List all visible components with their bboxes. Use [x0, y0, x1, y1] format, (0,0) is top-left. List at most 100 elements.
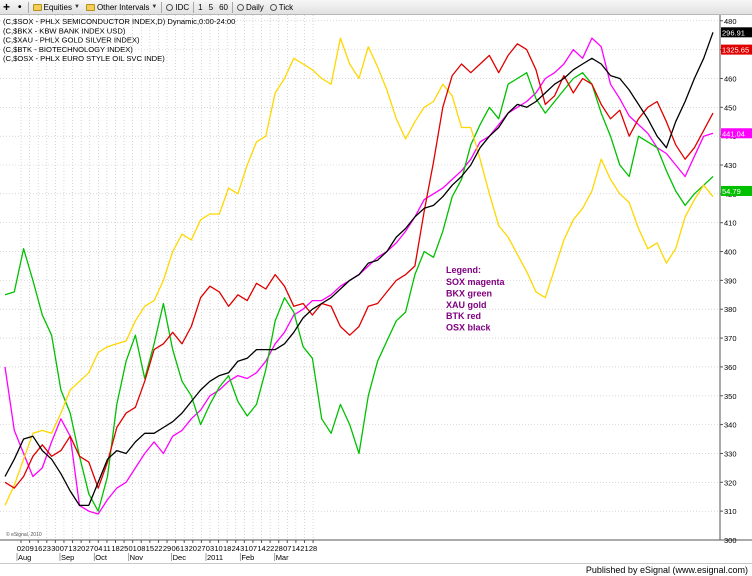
- time-axis-label: 18: [111, 544, 119, 553]
- time-axis-label: 13: [180, 544, 188, 553]
- legend-entry: XAU gold: [446, 300, 487, 310]
- pin-icon-button[interactable]: •: [15, 0, 27, 15]
- chart-header-line: (C,$BTK - BIOTECHNOLOGY INDEX): [3, 45, 133, 54]
- time-axis-label: 03: [206, 544, 214, 553]
- price-axis-label: 340: [724, 421, 737, 430]
- time-axis-label: 30: [51, 544, 59, 553]
- last-value-label: 296.91: [722, 28, 745, 37]
- tick-button[interactable]: Tick: [267, 0, 296, 15]
- price-axis-label: 360: [724, 363, 737, 372]
- price-axis-label: 300: [724, 536, 737, 545]
- month-label: 2011: [207, 553, 223, 562]
- idc-button[interactable]: IDC: [163, 0, 192, 15]
- time-axis-label: 31: [240, 544, 248, 553]
- daily-button[interactable]: Daily: [234, 0, 267, 15]
- equities-menu[interactable]: Equities ▼: [30, 0, 83, 15]
- time-axis-label: 13: [68, 544, 76, 553]
- interval-1-button-label: 1: [198, 2, 203, 12]
- toolbar-separator: [27, 1, 29, 13]
- equities-menu-label: Equities: [43, 2, 72, 12]
- time-axis-label: 21: [300, 544, 308, 553]
- time-axis-label: 18: [223, 544, 231, 553]
- pin-icon: •: [18, 1, 22, 13]
- price-chart: (C,$SOX - PHLX SEMICONDUCTOR INDEX,D) Dy…: [0, 15, 752, 562]
- last-value-box: [721, 128, 752, 139]
- folder-icon: [85, 3, 95, 11]
- idc-button-label: IDC: [175, 2, 190, 12]
- legend-title: Legend:: [446, 265, 481, 275]
- month-label: Sep: [61, 553, 74, 562]
- series-line-xau: [4, 37, 714, 506]
- price-axis-label: 480: [724, 17, 737, 26]
- legend-entry: OSX black: [446, 323, 492, 333]
- price-axis-label: 350: [724, 392, 737, 401]
- price-axis-background: [720, 15, 752, 540]
- other-intervals-menu-label: Other Intervals: [96, 2, 150, 12]
- chart-header-line: (C,$SOX - PHLX SEMICONDUCTOR INDEX,D) Dy…: [3, 17, 235, 26]
- last-value-label: 1325.65: [722, 46, 749, 55]
- chart-header: (C,$SOX - PHLX SEMICONDUCTOR INDEX,D) Dy…: [3, 17, 235, 63]
- time-axis-label: 09: [25, 544, 33, 553]
- footer: Published by eSignal (www.esignal.com): [0, 563, 752, 576]
- time-axis-label: 06: [171, 544, 179, 553]
- time-axis-label: 14: [257, 544, 265, 553]
- time-axis-label: 04: [94, 544, 102, 553]
- last-value-label: 441.04: [722, 129, 745, 138]
- price-axis-label: 330: [724, 449, 737, 458]
- clock-icon: [236, 3, 244, 11]
- add-icon: +: [3, 0, 11, 14]
- time-axis-label: 23: [43, 544, 51, 553]
- price-axis-label: 410: [724, 219, 737, 228]
- other-intervals-menu[interactable]: Other Intervals ▼: [83, 0, 160, 15]
- price-axis-label: 380: [724, 305, 737, 314]
- time-axis-label: 07: [283, 544, 291, 553]
- series-lines: [4, 32, 714, 515]
- time-axis-label: 16: [34, 544, 42, 553]
- month-label: Oct: [95, 553, 108, 562]
- series-line-btk: [4, 43, 714, 489]
- add-icon-button[interactable]: +: [0, 0, 15, 15]
- price-axis-label: 450: [724, 103, 737, 112]
- last-value-box: [721, 27, 752, 38]
- footer-text: Published by eSignal (www.esignal.com): [585, 565, 748, 575]
- time-axis-label: 07: [249, 544, 257, 553]
- time-axis-label: 08: [137, 544, 145, 553]
- price-axis-label: 310: [724, 507, 737, 516]
- interval-5-button[interactable]: 5: [206, 0, 216, 15]
- time-axis-label: 28: [309, 544, 317, 553]
- toolbar: + • Equities ▼ Other Intervals ▼ IDC 1 5 60 Daily T…: [0, 0, 752, 15]
- last-value-box: [721, 185, 752, 196]
- toolbar-separator: [193, 1, 195, 13]
- time-axis-label: 22: [154, 544, 162, 553]
- interval-1-button[interactable]: 1: [195, 0, 205, 15]
- folder-icon: [32, 3, 42, 11]
- chart-header-line: (C,$OSX - PHLX EURO STYLE OIL SVC INDE): [3, 54, 165, 63]
- month-label: Mar: [276, 553, 289, 562]
- daily-button-label: Daily: [245, 2, 264, 12]
- time-axis-label: 11: [103, 544, 111, 553]
- time-axis-label: 02: [17, 544, 25, 553]
- month-label: Dec: [173, 553, 187, 562]
- month-label: Nov: [130, 553, 144, 562]
- price-axis-label: 430: [724, 161, 737, 170]
- series-line-bkx: [4, 72, 714, 512]
- clock-icon: [166, 3, 174, 11]
- time-axis-label: 27: [197, 544, 205, 553]
- chevron-down-icon: ▼: [74, 4, 80, 10]
- price-axis-label: 320: [724, 478, 737, 487]
- month-label: Aug: [18, 553, 31, 562]
- price-axis-label: 370: [724, 334, 737, 343]
- last-value-box: [721, 44, 752, 55]
- time-axis: 02 09 16 23 30 07 13 20 27 04 11 18 25 01 08 15 22 29 06 13…: [16, 540, 317, 562]
- month-label: Feb: [241, 553, 254, 562]
- watermark-text: © eSignal, 2010: [6, 531, 42, 538]
- interval-60-button[interactable]: 60: [216, 0, 231, 15]
- last-value-label: 54.79: [722, 187, 741, 196]
- time-axis-label: 27: [86, 544, 94, 553]
- chart-header-line: (C,$BKX - KBW BANK INDEX USD): [3, 26, 126, 35]
- time-axis-label: 25: [120, 544, 128, 553]
- time-axis-label: 22: [266, 544, 274, 553]
- interval-60-button-label: 60: [219, 2, 228, 12]
